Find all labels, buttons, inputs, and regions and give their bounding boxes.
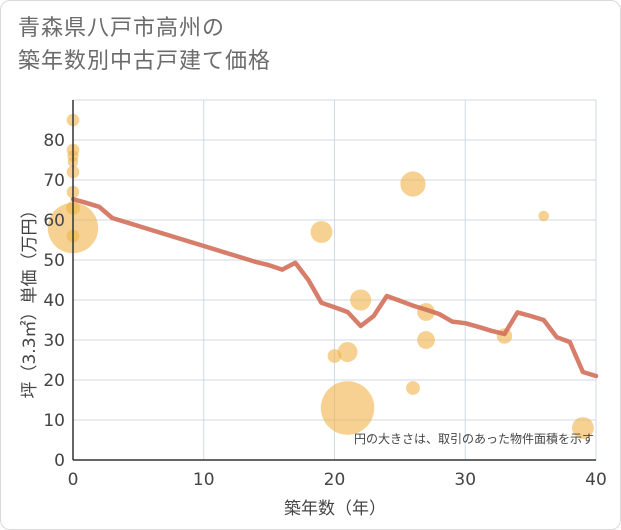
data-bubble: [350, 289, 372, 311]
data-bubble: [400, 171, 426, 197]
chart-title: 青森県八戸市高州の 築年数別中古戸建て価格: [18, 12, 271, 78]
data-bubble: [337, 342, 358, 362]
y-tick-label: 0: [54, 451, 65, 471]
trend-line: [70, 196, 599, 379]
x-tick-label: 0: [68, 470, 79, 490]
data-bubble: [417, 331, 435, 349]
y-tick-label: 60: [43, 211, 65, 231]
data-bubble: [310, 221, 333, 243]
chart-title-line1: 青森県八戸市高州の: [18, 16, 226, 41]
trend-line-layer: [70, 196, 599, 379]
y-tick-label: 20: [43, 371, 65, 391]
y-tick-label: 10: [43, 411, 65, 431]
x-tick-label: 20: [324, 470, 346, 490]
axis-labels: 0 10 20 30 40 0 10 20 30 40 50 60 70 80: [43, 131, 606, 490]
y-tick-label: 80: [43, 131, 65, 151]
y-tick-label: 50: [43, 251, 65, 271]
x-tick-label: 40: [585, 470, 607, 490]
y-tick-label: 40: [43, 291, 65, 311]
x-tick-label: 30: [454, 470, 476, 490]
y-tick-label: 30: [43, 331, 65, 351]
data-bubbles: [47, 113, 594, 439]
axes: [72, 100, 596, 461]
chart-title-line2: 築年数別中古戸建て価格: [18, 49, 272, 74]
bubble-size-note: 円の大きさは、取引のあった物件面積を示す: [354, 431, 594, 446]
x-tick-label: 10: [193, 470, 215, 490]
data-bubble: [320, 381, 375, 435]
y-tick-label: 70: [43, 171, 65, 191]
data-bubble: [572, 417, 594, 439]
data-bubble: [406, 381, 420, 395]
y-axis-title: 坪（3.3㎡）単価（万円）: [20, 201, 40, 398]
data-bubble: [538, 210, 549, 222]
x-axis-title: 築年数（年）: [284, 499, 386, 519]
